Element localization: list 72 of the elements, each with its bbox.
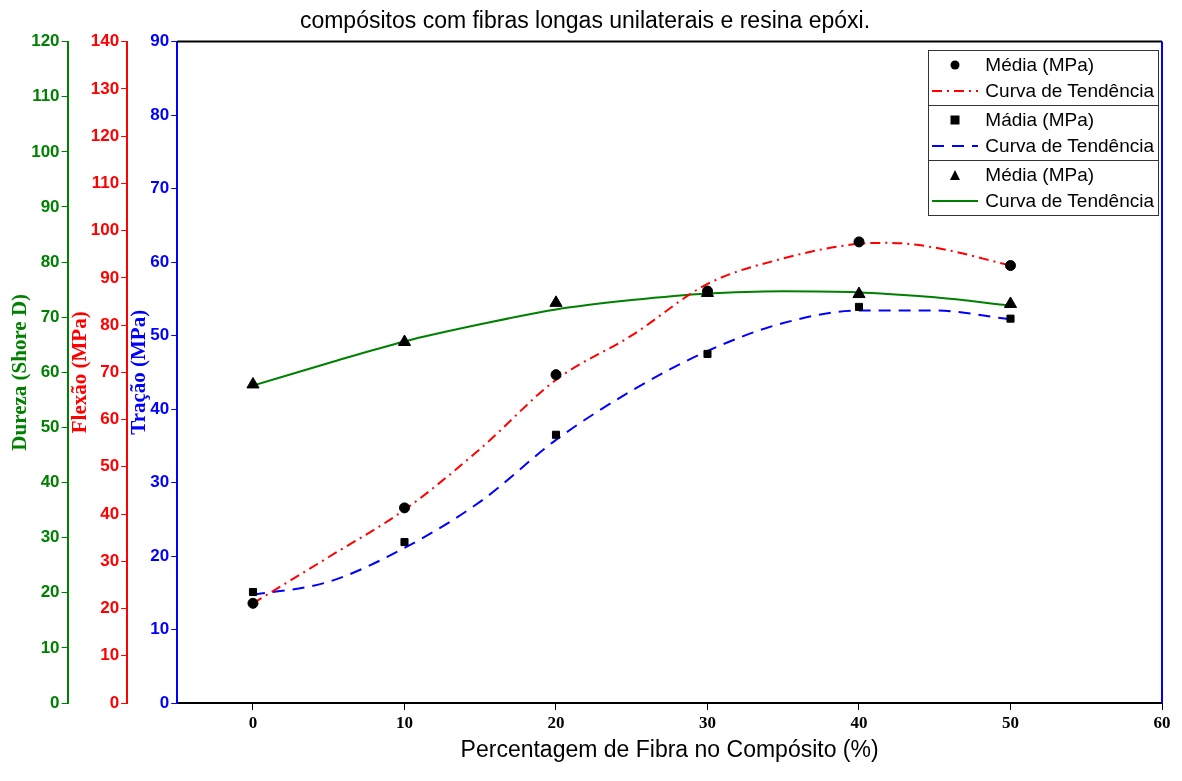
y3-tick-label: 100 [31, 141, 60, 161]
point [1005, 260, 1016, 272]
y-tick-label: 50 [150, 325, 170, 345]
y-tick-label: 20 [150, 545, 170, 565]
point [248, 588, 258, 597]
point [852, 286, 866, 299]
y-tick-label: 90 [150, 31, 170, 51]
x-tick-label: 0 [248, 712, 258, 732]
point [398, 502, 410, 514]
legend-label: Curva de Tendência [985, 188, 1154, 213]
y-tick-label: 70 [150, 178, 170, 198]
point [854, 302, 864, 311]
y3-tick-label: 120 [31, 31, 60, 51]
y2-tick-label: 30 [100, 550, 120, 570]
y2-tick-label: 90 [100, 267, 120, 287]
x-tick-label: 50 [1002, 712, 1019, 732]
x-tick-label: 10 [395, 712, 413, 732]
y2-tick-label: 0 [109, 692, 120, 712]
legend-label: Média (MPa) [985, 52, 1095, 77]
y3-tick-label: 80 [40, 251, 60, 271]
y2-tick-label: 110 [91, 173, 120, 193]
point [853, 236, 865, 248]
y2-tick-label: 130 [90, 78, 120, 98]
x-tick-label: 30 [698, 712, 716, 732]
point [400, 538, 409, 547]
point [1003, 296, 1018, 308]
y2-tick-label: 20 [100, 598, 120, 618]
y3-tick-label: 50 [40, 417, 60, 437]
y3-tick-label: 20 [40, 582, 60, 602]
y2-tick-label: 50 [100, 456, 120, 476]
point [703, 349, 712, 358]
y3-tick-label: 60 [40, 361, 60, 381]
point [246, 376, 260, 389]
y2-tick-label: 10 [100, 645, 120, 665]
x-tick-label: 40 [850, 712, 868, 732]
legend-label: Curva de Tendência [985, 78, 1154, 103]
y-axis-title: Tração (MPa) [126, 309, 151, 435]
legend-label: Curva de Tendência [985, 133, 1154, 158]
y2-tick-label: 120 [90, 125, 120, 145]
y2-axis-title: Flexão (MPa) [66, 311, 91, 434]
point [549, 295, 563, 307]
y3-tick-label: 10 [40, 637, 60, 657]
y-tick-label: 0 [159, 692, 170, 712]
y2-tick-label: 80 [100, 314, 120, 334]
point [551, 430, 561, 439]
point [1006, 314, 1015, 323]
point [397, 334, 412, 346]
y-tick-label: 10 [150, 619, 170, 639]
y3-tick-label: 70 [40, 306, 60, 326]
y2-tick-label: 140 [90, 31, 120, 51]
legend-label: Mádia (MPa) [985, 107, 1095, 132]
y2-tick-label: 100 [90, 220, 120, 240]
y3-tick-label: 30 [40, 527, 60, 547]
y-tick-label: 40 [150, 398, 170, 418]
y-tick-label: 80 [150, 104, 170, 124]
y2-tick-label: 70 [100, 361, 120, 381]
point [550, 369, 562, 381]
chart-title: compósitos com fibras longas unilaterais e resina epóxi. [299, 7, 871, 34]
y-tick-label: 30 [150, 472, 170, 492]
legend-label: Média (MPa) [985, 162, 1095, 187]
x-tick-label: 20 [547, 712, 565, 732]
y3-tick-label: 40 [40, 472, 60, 492]
x-tick-label: 60 [1153, 712, 1171, 732]
point [247, 597, 259, 609]
y3-tick-label: 0 [50, 692, 60, 712]
y-tick-label: 60 [150, 251, 170, 271]
y2-tick-label: 40 [100, 503, 120, 523]
y2-tick-label: 60 [100, 409, 120, 429]
y3-tick-label: 110 [32, 86, 60, 106]
x-axis-title: Percentagem de Fibra no Compósito (%) [460, 735, 879, 762]
y3-tick-label: 90 [40, 196, 60, 216]
y3-axis-title: Dureza (Shore D) [7, 293, 32, 451]
